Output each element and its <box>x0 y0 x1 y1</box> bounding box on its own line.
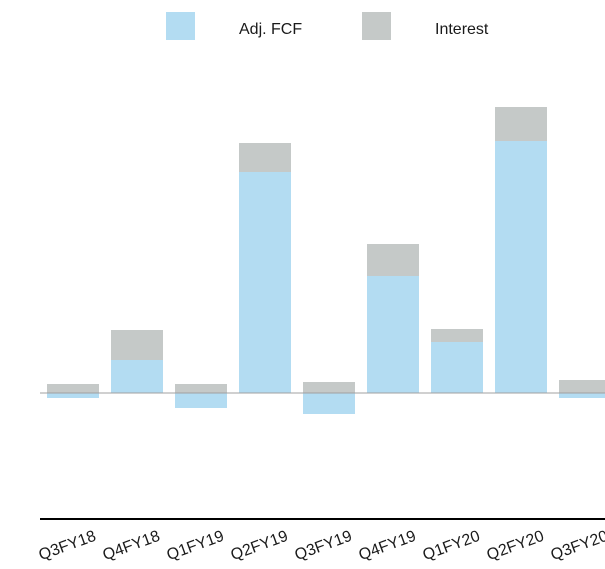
bar-adj-fcf-q1fy19 <box>175 393 227 408</box>
tick-label-q3fy19: Q3FY19 <box>293 528 355 564</box>
x-axis-tick-labels: Q3FY18 Q4FY18 Q1FY19 Q2FY19 Q3FY19 Q4FY19 Q1FY… <box>37 528 605 564</box>
bar-interest-q1fy20 <box>431 329 483 342</box>
bar-adj-fcf-q4fy19 <box>367 276 419 393</box>
bar-adj-fcf-q1fy20 <box>431 342 483 393</box>
tick-label-q4fy18: Q4FY18 <box>101 528 163 564</box>
bar-interest-q4fy19 <box>367 244 419 276</box>
legend: Adj. FCF Interest <box>166 12 489 40</box>
bar-adj-fcf-q3fy18 <box>47 393 99 398</box>
legend-label-adj-fcf: Adj. FCF <box>239 21 302 38</box>
bar-interest-q2fy20 <box>495 107 547 141</box>
bar-adj-fcf-q2fy19 <box>239 172 291 393</box>
bar-interest-q3fy20 <box>559 380 605 393</box>
tick-label-q2fy19: Q2FY19 <box>229 528 291 564</box>
legend-swatch-adj-fcf <box>166 12 195 40</box>
bar-adj-fcf-q3fy20 <box>559 393 605 398</box>
bar-interest-q3fy18 <box>47 384 99 393</box>
tick-label-q1fy20: Q1FY20 <box>421 528 483 564</box>
legend-swatch-interest <box>362 12 391 40</box>
bar-interest-q2fy19 <box>239 143 291 172</box>
tick-label-q3fy20: Q3FY20 <box>549 528 605 564</box>
tick-label-q2fy20: Q2FY20 <box>485 528 547 564</box>
bar-interest-q1fy19 <box>175 384 227 393</box>
tick-label-q3fy18: Q3FY18 <box>37 528 99 564</box>
bar-interest-q4fy18 <box>111 330 163 360</box>
bars <box>47 107 605 414</box>
tick-label-q4fy19: Q4FY19 <box>357 528 419 564</box>
bar-adj-fcf-q3fy19 <box>303 393 355 414</box>
legend-label-interest: Interest <box>435 21 489 38</box>
bar-adj-fcf-q2fy20 <box>495 141 547 393</box>
bar-adj-fcf-q4fy18 <box>111 360 163 393</box>
tick-label-q1fy19: Q1FY19 <box>165 528 227 564</box>
bar-interest-q3fy19 <box>303 382 355 393</box>
